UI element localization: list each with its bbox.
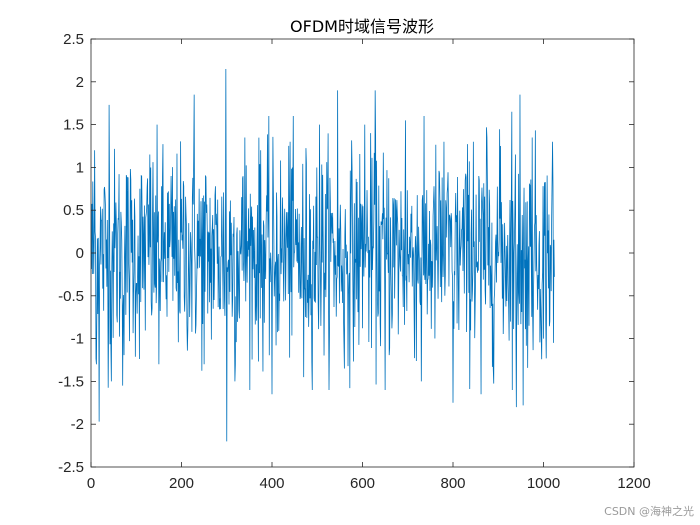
x-tick-labels: 0 200 400 600 800 1000 1200 — [87, 475, 651, 492]
ticks-layer — [90, 38, 635, 468]
y-tick-labels: -2.5 -2 -1.5 -1 -0.5 0 0.5 1 1.5 2 2.5 — [58, 31, 84, 476]
y-tick-label: -1.5 — [58, 373, 84, 390]
x-tick-label: 1200 — [617, 475, 650, 492]
y-tick-label: -1 — [71, 331, 84, 348]
y-tick-label: -2 — [71, 416, 84, 433]
x-tick-label: 600 — [350, 475, 375, 492]
y-tick-label: 1 — [76, 159, 84, 176]
x-tick-label: 0 — [87, 475, 95, 492]
y-tick-label: 2.5 — [63, 31, 84, 48]
x-tick-label: 400 — [259, 475, 284, 492]
chart-title: OFDM时域信号波形 — [290, 17, 434, 36]
y-tick-label: -0.5 — [58, 288, 84, 305]
y-tick-label: 1.5 — [63, 117, 84, 134]
series-layer — [91, 68, 555, 442]
y-tick-label: 2 — [76, 74, 84, 91]
y-tick-label: 0.5 — [63, 202, 84, 219]
x-tick-label: 200 — [169, 475, 194, 492]
watermark: CSDN @海神之光 — [604, 504, 694, 518]
x-tick-label: 800 — [440, 475, 465, 492]
x-tick-label: 1000 — [527, 475, 560, 492]
y-tick-label: -2.5 — [58, 459, 84, 476]
y-tick-label: 0 — [76, 245, 84, 262]
signal-line — [91, 68, 555, 442]
plot-area — [90, 38, 635, 468]
